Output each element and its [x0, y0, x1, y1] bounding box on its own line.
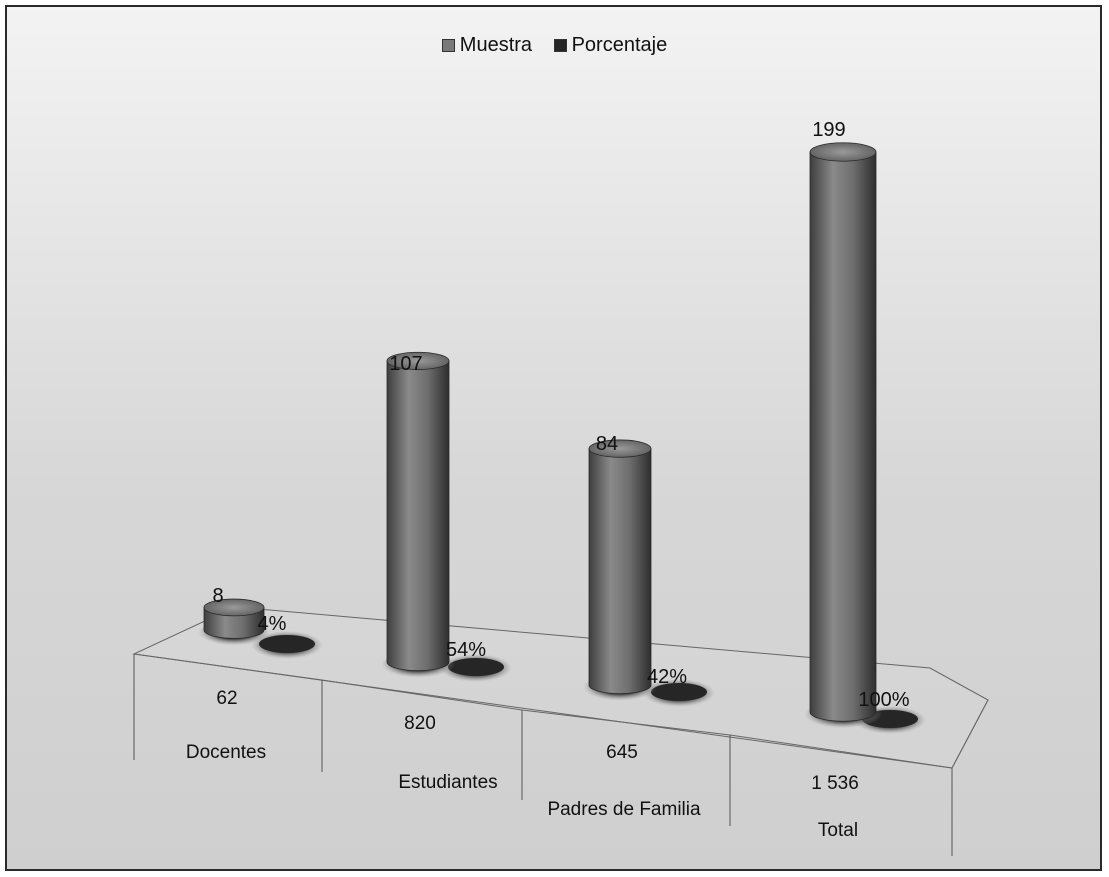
muestra-value-label: 107	[389, 353, 422, 375]
muestra-bar-top	[588, 439, 652, 458]
table-value-label: 645	[606, 742, 638, 763]
legend-label-porcentaje: Porcentaje	[571, 34, 668, 56]
muestra-value-label: 8	[212, 585, 223, 607]
porcentaje-mark	[651, 683, 707, 701]
legend-label-muestra: Muestra	[459, 34, 533, 56]
category-label: Total	[818, 820, 858, 841]
category-label: Estudiantes	[398, 772, 497, 793]
muestra-value-label: 84	[596, 433, 618, 455]
table-right-edge	[951, 699, 989, 769]
porcentaje-value-label: 42%	[647, 666, 687, 688]
table-value-label: 1 536	[811, 773, 859, 794]
muestra-value-label: 199	[812, 119, 845, 141]
muestra-bar	[588, 448, 652, 695]
muestra-bar-top	[203, 598, 265, 617]
muestra-bar	[386, 360, 450, 672]
category-label: Docentes	[186, 742, 266, 763]
porcentaje-value-label: 4%	[258, 613, 287, 635]
porcentaje-value-label: 54%	[446, 639, 486, 661]
porcentaje-value-label: 100%	[858, 689, 909, 711]
muestra-bar-top	[386, 351, 450, 370]
table-top-edge	[133, 653, 953, 769]
muestra-bar	[203, 607, 265, 639]
chart-legend: Muestra Porcentaje	[0, 34, 1109, 57]
porcentaje-mark	[448, 658, 504, 676]
table-value-label: 62	[216, 688, 237, 709]
muestra-bar	[809, 151, 877, 722]
legend-swatch-muestra	[441, 39, 455, 52]
porcentaje-mark	[259, 635, 315, 653]
legend-swatch-porcentaje	[553, 39, 567, 52]
table-value-label: 820	[404, 713, 436, 734]
category-label: Padres de Familia	[547, 799, 701, 820]
legend-item-muestra: Muestra	[441, 34, 533, 57]
muestra-bar-top	[809, 142, 877, 162]
legend-item-porcentaje: Porcentaje	[553, 34, 668, 57]
